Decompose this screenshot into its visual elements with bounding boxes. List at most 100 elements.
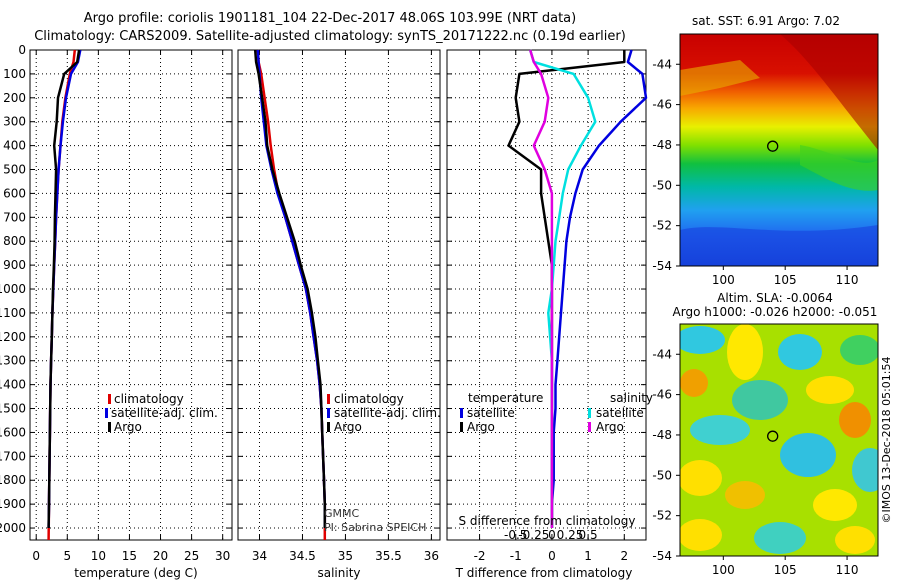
sst-map-axes: 100 105 110 -44 -46 -48 -50 -52 -54 [652, 57, 858, 287]
depth-tick-label: 1600 [0, 425, 26, 439]
series-line-climatology [256, 49, 327, 540]
legend-swatch-t-argo [460, 422, 463, 432]
panel-frame [446, 49, 647, 541]
legend-swatch-argo [108, 422, 111, 432]
x-tick-label: 10 [91, 549, 106, 563]
legend-label-satellite: satellite-adj. clim. [334, 406, 441, 420]
x-tick-label: -2 [474, 549, 486, 563]
depth-tick-label: 1800 [0, 473, 26, 487]
salinity-annotation-gmmc: GMMC [324, 507, 360, 520]
sla-warm-eddy [835, 526, 875, 554]
difference-top-axis-label: S difference from climatology [459, 514, 636, 528]
sla-map [680, 324, 878, 556]
sla-map-title-2: Argo h1000: -0.026 h2000: -0.051 [673, 305, 878, 319]
depth-tick-label: 900 [3, 258, 26, 272]
legend-label-climatology: climatology [114, 392, 184, 406]
depth-tick-label: 500 [3, 163, 26, 177]
map-x-tick-label: 110 [836, 563, 859, 577]
sst-warm-filament [780, 34, 878, 150]
map-y-tick-label: -48 [652, 138, 672, 152]
map-y-tick-label: -50 [652, 178, 672, 192]
legend-title-salinity: salinity [610, 391, 653, 405]
x-tick-label: 2 [620, 549, 628, 563]
x-tick-label: 35 [338, 549, 353, 563]
series-line-argo [47, 49, 81, 529]
map-y-tick-label: -52 [652, 219, 672, 233]
legend-label-s-argo: Argo [596, 420, 624, 434]
legend-swatch-s-satellite [588, 408, 591, 418]
top-tick-label: 0.5 [579, 528, 598, 542]
depth-tick-label: 100 [3, 67, 26, 81]
x-tick-label: 5 [63, 549, 71, 563]
map-y-tick-label: -54 [652, 259, 672, 273]
difference-legend: temperature salinity satellite Argo sate… [460, 391, 653, 434]
map-x-tick-label: 100 [712, 273, 735, 287]
sla-map-frame [679, 323, 879, 557]
series-line-s-argo [529, 49, 554, 528]
sla-cool-eddy [680, 326, 725, 354]
map-y-tick-label: -44 [652, 347, 672, 361]
x-tick-label: 34 [252, 549, 267, 563]
legend-swatch-argo [327, 422, 330, 432]
temperature-axis-label: temperature (deg C) [74, 566, 197, 580]
x-tick-label: 25 [184, 549, 199, 563]
panel-frame [29, 49, 233, 541]
depth-tick-label: 1300 [0, 354, 26, 368]
legend-swatch-satellite [327, 408, 330, 418]
depth-tick-label: 800 [3, 234, 26, 248]
difference-axis-label: T difference from climatology [455, 566, 633, 580]
legend-label-argo: Argo [334, 420, 362, 434]
legend-label-t-satellite: satellite [467, 406, 515, 420]
sst-warm-patch [680, 60, 760, 96]
sla-warm-eddy [813, 489, 857, 521]
map-x-tick-label: 100 [712, 563, 735, 577]
sla-warm-eddy [806, 376, 854, 404]
legend-swatch-t-satellite [460, 408, 463, 418]
x-tick-label: 20 [153, 549, 168, 563]
sst-green-tongue [800, 145, 878, 191]
map-x-tick-label: 105 [774, 563, 797, 577]
salinity-panel: 34 34.5 35 35.5 36 [237, 49, 441, 563]
depth-tick-label: 1400 [0, 378, 26, 392]
sst-argo-position-marker [767, 140, 779, 152]
depth-tick-label: 1900 [0, 497, 26, 511]
temperature-legend: climatology satellite-adj. clim. Argo [105, 392, 218, 434]
depth-tick-label: 200 [3, 91, 26, 105]
depth-tick-label: 1500 [0, 402, 26, 416]
legend-label-satellite: satellite-adj. clim. [111, 406, 218, 420]
top-tick-label: -0.5 [504, 528, 527, 542]
depth-tick-label: 1700 [0, 449, 26, 463]
series-line-t-satellite [550, 49, 648, 528]
plot-title-line-1: Argo profile: coriolis 1901181_104 22-De… [83, 11, 577, 26]
sla-warm-eddy [680, 369, 708, 397]
imos-credit: ©IMOS 13-Dec-2018 05:01:54 [880, 357, 893, 524]
map-y-tick-label: -44 [652, 57, 672, 71]
top-tick-label: 0 [548, 528, 556, 542]
map-x-tick-label: 110 [836, 273, 859, 287]
map-y-tick-label: -52 [652, 509, 672, 523]
x-tick-label: 0 [548, 549, 556, 563]
sla-warm-eddy [680, 519, 722, 551]
x-tick-label: 30 [215, 549, 230, 563]
top-tick-label: 0.25 [557, 528, 584, 542]
legend-label-t-argo: Argo [467, 420, 495, 434]
sla-warm-eddy [680, 460, 722, 496]
x-tick-label: 35.5 [375, 549, 402, 563]
salinity-axis-label: salinity [317, 566, 360, 580]
sst-map-frame [679, 33, 879, 267]
sla-cool-eddy [780, 433, 836, 477]
series-line-argo [253, 49, 327, 528]
legend-label-climatology: climatology [334, 392, 404, 406]
sla-map-axes: 100 105 110 -44 -46 -48 -50 -52 -54 [652, 347, 858, 577]
legend-swatch-climatology [327, 394, 330, 404]
map-y-tick-label: -46 [652, 98, 672, 112]
depth-tick-label: 700 [3, 210, 26, 224]
depth-tick-label: 300 [3, 115, 26, 129]
sla-cool-eddy [840, 335, 878, 365]
salinity-annotation-pi: PI: Sabrina SPEICH [324, 521, 426, 534]
legend-swatch-climatology [108, 394, 111, 404]
legend-title-temperature: temperature [468, 391, 543, 405]
panel-frame [237, 49, 441, 541]
